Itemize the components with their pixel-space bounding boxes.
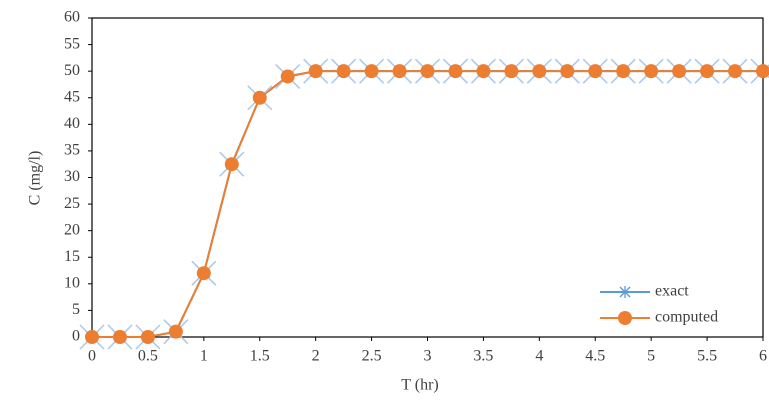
marker xyxy=(588,64,603,79)
legend-label: computed xyxy=(655,309,718,326)
x-tick-label: 2.5 xyxy=(362,348,382,365)
x-tick-label: 4.5 xyxy=(585,348,605,365)
marker xyxy=(336,64,351,79)
x-tick-label: 1 xyxy=(200,348,208,365)
marker xyxy=(420,64,435,79)
legend-marker xyxy=(619,286,631,298)
marker xyxy=(560,64,575,79)
legend-marker xyxy=(618,311,632,325)
y-tick-label: 55 xyxy=(64,35,80,52)
y-tick-label: 35 xyxy=(64,142,80,159)
y-tick-label: 5 xyxy=(72,301,80,318)
marker xyxy=(280,69,295,84)
marker xyxy=(728,64,743,79)
y-tick-label: 45 xyxy=(64,88,80,105)
x-tick-label: 3 xyxy=(424,348,432,365)
x-tick-label: 5 xyxy=(647,348,655,365)
x-tick-label: 3.5 xyxy=(473,348,493,365)
x-tick-label: 6 xyxy=(759,348,767,365)
y-axis-label: C (mg/l) xyxy=(27,151,44,206)
marker xyxy=(308,64,323,79)
marker xyxy=(532,64,547,79)
marker xyxy=(672,64,687,79)
marker xyxy=(448,64,463,79)
x-tick-label: 0.5 xyxy=(138,348,158,365)
y-tick-label: 15 xyxy=(64,248,80,265)
marker xyxy=(252,90,267,105)
y-tick-label: 30 xyxy=(64,168,80,185)
x-tick-label: 4 xyxy=(535,348,543,365)
marker xyxy=(756,64,769,79)
marker xyxy=(504,64,519,79)
marker xyxy=(392,64,407,79)
marker xyxy=(616,64,631,79)
y-tick-label: 0 xyxy=(72,328,80,345)
x-tick-label: 2 xyxy=(312,348,320,365)
marker xyxy=(644,64,659,79)
y-tick-label: 20 xyxy=(64,221,80,238)
legend-item: exact xyxy=(600,283,689,300)
x-tick-label: 1.5 xyxy=(250,348,270,365)
marker xyxy=(196,266,211,281)
marker xyxy=(85,330,99,344)
x-axis-label: T (hr) xyxy=(401,377,438,394)
y-tick-label: 40 xyxy=(64,115,80,132)
y-tick-label: 60 xyxy=(64,9,80,26)
x-tick-label: 0 xyxy=(88,348,96,365)
y-tick-label: 25 xyxy=(64,195,80,212)
marker xyxy=(168,324,183,339)
marker xyxy=(700,64,715,79)
legend-item: computed xyxy=(600,309,718,326)
marker xyxy=(476,64,491,79)
marker xyxy=(364,64,379,79)
marker xyxy=(224,157,239,172)
y-tick-label: 50 xyxy=(64,62,80,79)
x-tick-label: 5.5 xyxy=(697,348,717,365)
marker xyxy=(112,330,127,344)
legend-label: exact xyxy=(655,283,689,300)
y-tick-label: 10 xyxy=(64,275,80,292)
marker xyxy=(140,330,155,344)
